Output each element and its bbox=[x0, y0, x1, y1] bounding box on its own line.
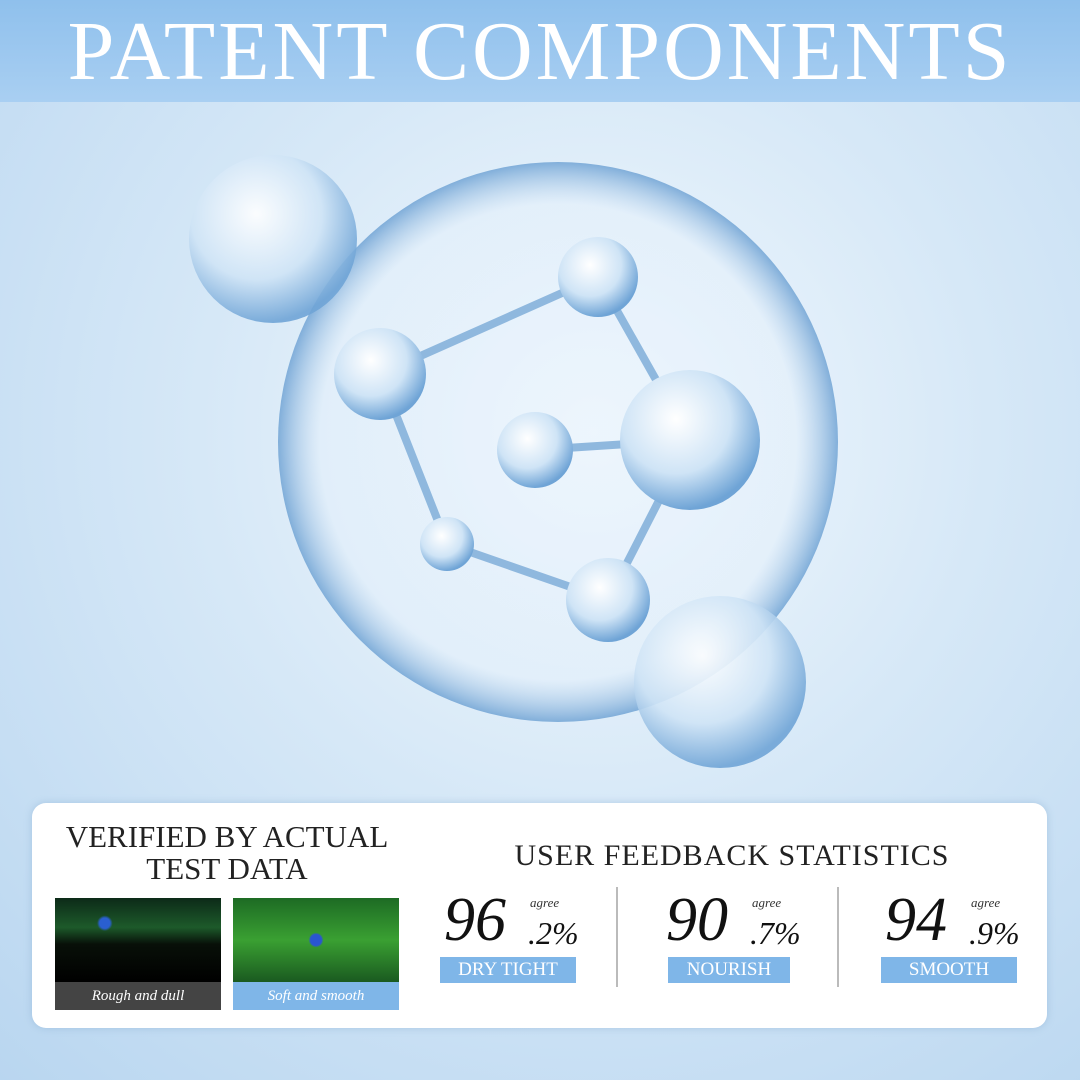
image-caption: Soft and smooth bbox=[233, 982, 399, 1010]
stat-decimal: .7% bbox=[750, 915, 801, 951]
stat-label: SMOOTH bbox=[881, 957, 1017, 983]
molecule-illustration bbox=[189, 155, 838, 768]
test-data-title: VERIFIED BY ACTUAL TEST DATA bbox=[65, 819, 389, 886]
info-panel: VERIFIED BY ACTUAL TEST DATA Rough and d… bbox=[32, 803, 1047, 1028]
stat-decimal: .2% bbox=[528, 915, 579, 951]
stat-item: 90 agree .7% NOURISH bbox=[666, 885, 826, 985]
stat-whole: 90 bbox=[666, 886, 728, 954]
stat-agree: agree bbox=[971, 895, 1001, 910]
image-caption: Rough and dull bbox=[55, 982, 221, 1010]
microscope-image bbox=[233, 898, 399, 982]
stat-item: 96 agree .2% DRY TIGHT bbox=[440, 885, 604, 985]
stat-agree: agree bbox=[752, 895, 782, 910]
stat-decimal: .9% bbox=[969, 915, 1020, 951]
header-banner: PATENT COMPONENTS bbox=[0, 0, 1080, 102]
stat-whole: 94 bbox=[885, 886, 947, 954]
atoms bbox=[334, 237, 760, 642]
stat-agree: agree bbox=[530, 895, 560, 910]
divider bbox=[837, 887, 839, 987]
stat-label: NOURISH bbox=[668, 957, 790, 983]
divider bbox=[616, 887, 618, 987]
stats-title: USER FEEDBACK STATISTICS bbox=[514, 839, 950, 872]
test-image-before: Rough and dull bbox=[55, 898, 221, 1010]
stat-item: 94 agree .9% SMOOTH bbox=[881, 885, 1045, 985]
bubble-top-left bbox=[189, 155, 357, 323]
stat-whole: 96 bbox=[444, 886, 506, 954]
bubble-bottom-right bbox=[634, 596, 806, 768]
test-image-after: Soft and smooth bbox=[233, 898, 399, 1010]
microscope-image bbox=[55, 898, 221, 982]
page-title: PATENT COMPONENTS bbox=[67, 4, 1013, 98]
stat-label: DRY TIGHT bbox=[440, 957, 576, 983]
